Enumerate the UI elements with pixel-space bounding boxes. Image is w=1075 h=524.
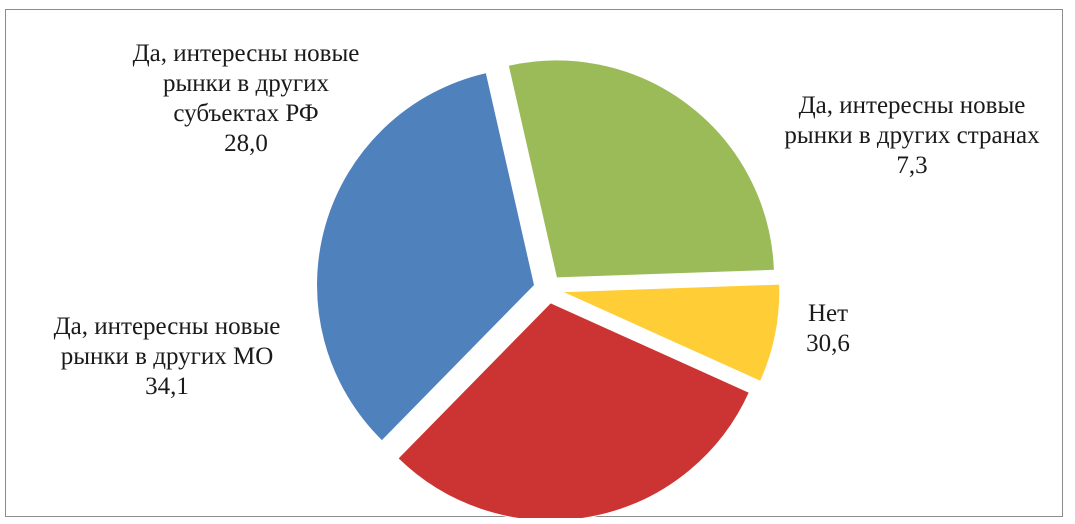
slice-other-regions	[507, 59, 775, 279]
label-other-countries-line-2: рынки в других странах	[784, 122, 1040, 149]
label-other-regions-value: 28,0	[224, 130, 268, 157]
label-no-value: 30,6	[806, 330, 850, 357]
pie-chart	[316, 59, 781, 518]
label-other-countries-value: 7,3	[896, 152, 928, 179]
label-other-regions-line-3: субъектах РФ	[173, 100, 319, 127]
slice-no	[397, 302, 750, 518]
slice-other-countries	[561, 283, 781, 383]
label-no-line-1: Нет	[807, 300, 849, 327]
label-other-countries-line-1: Да, интересны новые	[798, 92, 1026, 119]
label-no: Нет 30,6	[788, 299, 868, 359]
label-other-regions-line-2: рынки в других	[162, 70, 330, 97]
chart-frame: Да, интересны новые рынки в других стран…	[5, 9, 1063, 518]
label-other-countries: Да, интересны новые рынки в других стран…	[762, 91, 1062, 181]
label-other-mo-line-1: Да, интересны новые	[53, 313, 281, 340]
slice-other-mo	[316, 72, 536, 442]
label-other-regions: Да, интересны новые рынки в других субъе…	[101, 39, 391, 159]
label-other-mo-value: 34,1	[145, 373, 189, 400]
label-other-mo: Да, интересны новые рынки в других МО 34…	[22, 312, 312, 402]
label-other-regions-line-1: Да, интересны новые	[132, 40, 360, 67]
label-other-mo-line-2: рынки в других МО	[60, 343, 274, 370]
